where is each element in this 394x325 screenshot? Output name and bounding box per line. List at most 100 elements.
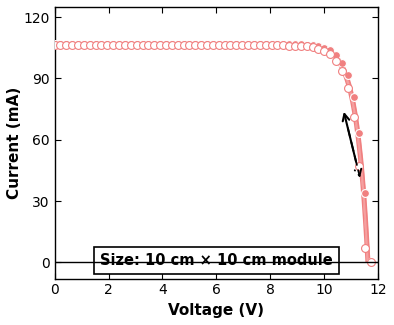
Point bbox=[350, 94, 357, 99]
Point bbox=[210, 43, 216, 48]
Point bbox=[321, 45, 327, 50]
Point bbox=[303, 42, 310, 47]
Point bbox=[157, 43, 163, 48]
Point bbox=[280, 43, 286, 48]
Point bbox=[216, 41, 222, 46]
Point bbox=[81, 41, 87, 46]
Point bbox=[368, 260, 374, 265]
Point bbox=[362, 191, 368, 196]
Point bbox=[163, 43, 169, 48]
Point bbox=[151, 41, 157, 46]
Point bbox=[81, 43, 87, 48]
Point bbox=[128, 41, 134, 46]
Point bbox=[175, 41, 181, 46]
Point bbox=[268, 43, 275, 48]
Point bbox=[309, 43, 316, 48]
Point bbox=[251, 41, 257, 46]
Point bbox=[321, 48, 327, 53]
Point bbox=[309, 45, 316, 50]
Point bbox=[227, 43, 234, 48]
Point bbox=[315, 44, 322, 49]
Point bbox=[356, 163, 362, 169]
Point bbox=[345, 73, 351, 78]
Point bbox=[239, 41, 245, 46]
Point bbox=[87, 43, 93, 48]
Point bbox=[356, 130, 362, 136]
Point bbox=[274, 41, 281, 46]
Point bbox=[75, 43, 81, 48]
Point bbox=[210, 41, 216, 46]
Point bbox=[315, 46, 322, 51]
Point bbox=[134, 43, 140, 48]
Point bbox=[262, 43, 269, 48]
Point bbox=[333, 58, 339, 63]
Point bbox=[339, 60, 345, 65]
Point bbox=[98, 41, 105, 46]
Point bbox=[75, 41, 81, 46]
Point bbox=[362, 245, 368, 251]
Point bbox=[63, 41, 69, 46]
Point bbox=[52, 43, 58, 48]
Point bbox=[186, 43, 193, 48]
Point bbox=[180, 43, 187, 48]
Point bbox=[87, 41, 93, 46]
Point bbox=[298, 44, 304, 49]
Point bbox=[298, 42, 304, 47]
Y-axis label: Current (mA): Current (mA) bbox=[7, 87, 22, 199]
Point bbox=[198, 43, 204, 48]
Point bbox=[186, 41, 193, 46]
Point bbox=[93, 43, 99, 48]
Point bbox=[98, 43, 105, 48]
Point bbox=[57, 43, 63, 48]
Point bbox=[245, 41, 251, 46]
Point bbox=[169, 41, 175, 46]
Point bbox=[245, 43, 251, 48]
Point bbox=[204, 41, 210, 46]
Point bbox=[233, 41, 240, 46]
Point bbox=[157, 41, 163, 46]
Point bbox=[198, 41, 204, 46]
Point bbox=[63, 43, 69, 48]
Point bbox=[104, 43, 110, 48]
Point bbox=[116, 41, 122, 46]
Point bbox=[292, 41, 298, 46]
Point bbox=[110, 41, 116, 46]
Point bbox=[233, 43, 240, 48]
Point bbox=[134, 41, 140, 46]
Point bbox=[139, 41, 146, 46]
Point bbox=[262, 41, 269, 46]
Point bbox=[122, 43, 128, 48]
Point bbox=[286, 41, 292, 46]
Point bbox=[192, 43, 199, 48]
Point bbox=[204, 43, 210, 48]
Point bbox=[122, 41, 128, 46]
Point bbox=[268, 41, 275, 46]
Point bbox=[251, 43, 257, 48]
Point bbox=[339, 68, 345, 73]
Point bbox=[350, 115, 357, 120]
Point bbox=[368, 260, 374, 265]
Point bbox=[104, 41, 110, 46]
Point bbox=[286, 43, 292, 48]
Point bbox=[57, 41, 63, 46]
Point bbox=[145, 43, 152, 48]
Point bbox=[52, 41, 58, 46]
Point bbox=[327, 48, 333, 53]
Point bbox=[145, 41, 152, 46]
Point bbox=[274, 43, 281, 48]
Point bbox=[192, 41, 199, 46]
Point bbox=[69, 41, 75, 46]
Point bbox=[256, 43, 263, 48]
Point bbox=[292, 43, 298, 48]
Point bbox=[256, 41, 263, 46]
Point bbox=[227, 41, 234, 46]
Point bbox=[175, 43, 181, 48]
Point bbox=[180, 41, 187, 46]
X-axis label: Voltage (V): Voltage (V) bbox=[168, 303, 264, 318]
Point bbox=[151, 43, 157, 48]
Point bbox=[169, 43, 175, 48]
Point bbox=[139, 43, 146, 48]
Point bbox=[128, 43, 134, 48]
Point bbox=[110, 43, 116, 48]
Point bbox=[216, 43, 222, 48]
